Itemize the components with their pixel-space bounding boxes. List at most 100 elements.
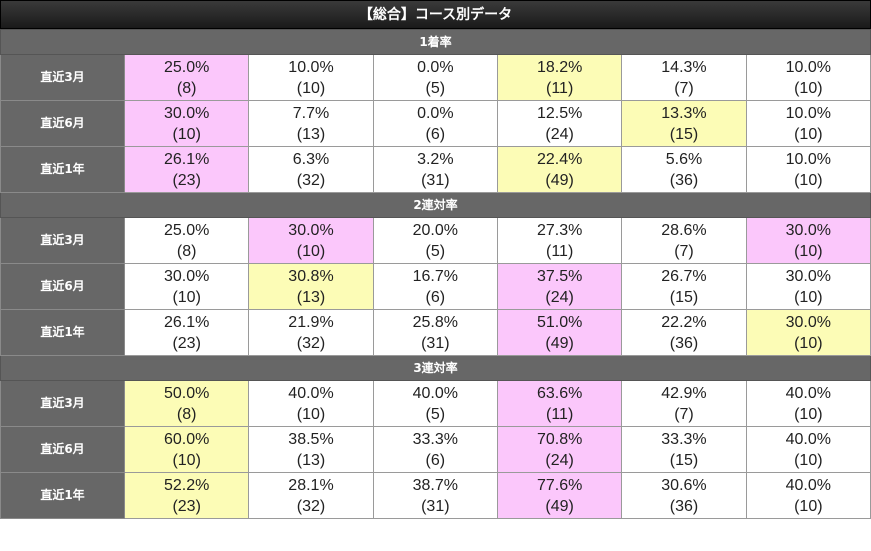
data-cell: 30.0% (10) — [123, 263, 250, 310]
rate-value: 0.0% — [417, 104, 454, 122]
table-row: 直近3月 25.0% (8) 30.0% (10) 20.0% (5) 27.3% (11) 28… — [0, 217, 871, 264]
race-count: (36) — [669, 334, 699, 352]
race-count: (24) — [545, 125, 574, 143]
data-cell: 25.0% (8) — [123, 217, 250, 264]
table-row: 直近1年 26.1% (23) 6.3% (32) 3.2% (31) 22.4% (49) 5.… — [0, 146, 871, 193]
data-cell: 0.0% (5) — [372, 54, 498, 101]
rate-value: 7.7% — [292, 104, 330, 122]
race-count: (23) — [172, 497, 201, 515]
rate-value: 13.3% — [661, 104, 707, 122]
rate-value: 25.0% — [163, 58, 210, 76]
data-cell: 14.3% (7) — [621, 54, 747, 101]
section-header-row: 3連対率 — [0, 355, 871, 381]
data-cell: 33.3% (15) — [621, 426, 747, 473]
data-cell: 30.0% (10) — [248, 217, 374, 264]
data-cell: 30.6% (36) — [621, 472, 747, 519]
race-count: (10) — [794, 242, 823, 260]
rate-value: 10.0% — [785, 58, 831, 76]
rate-value: 16.7% — [412, 267, 458, 285]
rate-value: 26.7% — [661, 267, 707, 285]
race-count: (7) — [674, 242, 694, 260]
data-cell: 40.0% (5) — [372, 380, 498, 427]
data-cell: 26.7% (15) — [621, 263, 747, 310]
table-row: 直近6月 30.0% (10) 30.8% (13) 16.7% (6) 37.5% (24) 2… — [0, 263, 871, 310]
race-count: (8) — [176, 405, 197, 423]
rate-value: 40.0% — [412, 384, 458, 402]
rate-value: 42.9% — [661, 384, 707, 402]
rate-value: 63.6% — [536, 384, 583, 402]
period-label: 直近1年 — [0, 309, 125, 356]
race-count: (7) — [674, 405, 694, 423]
race-count: (10) — [172, 451, 201, 469]
data-cell: 77.6% (49) — [496, 472, 623, 519]
rate-value: 0.0% — [417, 58, 454, 76]
data-cell: 10.0% (10) — [745, 54, 871, 101]
rate-value: 77.6% — [536, 476, 583, 494]
race-count: (10) — [794, 334, 823, 352]
race-count: (32) — [296, 171, 326, 189]
race-count: (10) — [296, 405, 326, 423]
period-label: 直近6月 — [0, 426, 125, 473]
rate-value: 50.0% — [163, 384, 210, 402]
rate-value: 27.3% — [536, 221, 583, 239]
section-title: 2連対率 — [0, 192, 871, 218]
race-count: (5) — [425, 242, 446, 260]
data-cell: 30.0% (10) — [745, 217, 871, 264]
race-count: (36) — [669, 171, 699, 189]
race-count: (13) — [296, 125, 326, 143]
rate-value: 14.3% — [661, 58, 707, 76]
race-count: (10) — [794, 171, 823, 189]
period-label: 直近6月 — [0, 263, 125, 310]
race-count: (36) — [669, 497, 699, 515]
data-cell: 22.2% (36) — [621, 309, 747, 356]
race-count: (49) — [545, 171, 574, 189]
rate-value: 38.7% — [412, 476, 458, 494]
period-label: 直近6月 — [0, 100, 125, 147]
data-cell: 13.3% (15) — [621, 100, 747, 147]
data-cell: 28.1% (32) — [248, 472, 374, 519]
race-count: (24) — [545, 288, 574, 306]
data-cell: 28.6% (7) — [621, 217, 747, 264]
race-count: (32) — [296, 497, 326, 515]
data-cell: 38.7% (31) — [372, 472, 498, 519]
data-cell: 20.0% (5) — [372, 217, 498, 264]
rate-value: 70.8% — [536, 430, 583, 448]
data-cell: 10.0% (10) — [248, 54, 374, 101]
period-label: 直近3月 — [0, 54, 125, 101]
race-count: (23) — [172, 334, 201, 352]
period-label: 直近3月 — [0, 380, 125, 427]
rate-value: 40.0% — [785, 430, 831, 448]
course-data-table: 1着率 直近3月 25.0% (8) 10.0% (10) 0.0% (5) 18.2% (11)… — [0, 29, 871, 519]
data-cell: 42.9% (7) — [621, 380, 747, 427]
race-count: (24) — [545, 451, 574, 469]
rate-value: 3.2% — [417, 150, 454, 168]
race-count: (6) — [425, 288, 446, 306]
data-cell: 50.0% (8) — [123, 380, 250, 427]
data-cell: 27.3% (11) — [496, 217, 623, 264]
table-row: 直近6月 30.0% (10) 7.7% (13) 0.0% (6) 12.5% (24) 13.… — [0, 100, 871, 147]
rate-value: 10.0% — [785, 150, 831, 168]
data-cell: 52.2% (23) — [123, 472, 250, 519]
race-count: (10) — [794, 79, 823, 97]
data-cell: 63.6% (11) — [496, 380, 623, 427]
data-cell: 30.0% (10) — [745, 309, 871, 356]
panel-title: 【総合】コース別データ — [0, 0, 871, 29]
rate-value: 30.0% — [785, 221, 831, 239]
data-cell: 33.3% (6) — [372, 426, 498, 473]
race-count: (23) — [172, 171, 201, 189]
rate-value: 52.2% — [163, 476, 210, 494]
rate-value: 5.6% — [665, 150, 703, 168]
data-cell: 70.8% (24) — [496, 426, 623, 473]
race-count: (11) — [546, 405, 574, 423]
table-body: 1着率 直近3月 25.0% (8) 10.0% (10) 0.0% (5) 18.2% (11)… — [0, 29, 871, 519]
race-count: (10) — [794, 451, 823, 469]
rate-value: 25.8% — [412, 313, 458, 331]
race-count: (10) — [794, 125, 823, 143]
race-count: (11) — [546, 79, 574, 97]
section-title: 3連対率 — [0, 355, 871, 381]
race-count: (10) — [172, 125, 201, 143]
data-cell: 25.8% (31) — [372, 309, 498, 356]
data-cell: 16.7% (6) — [372, 263, 498, 310]
rate-value: 21.9% — [288, 313, 334, 331]
